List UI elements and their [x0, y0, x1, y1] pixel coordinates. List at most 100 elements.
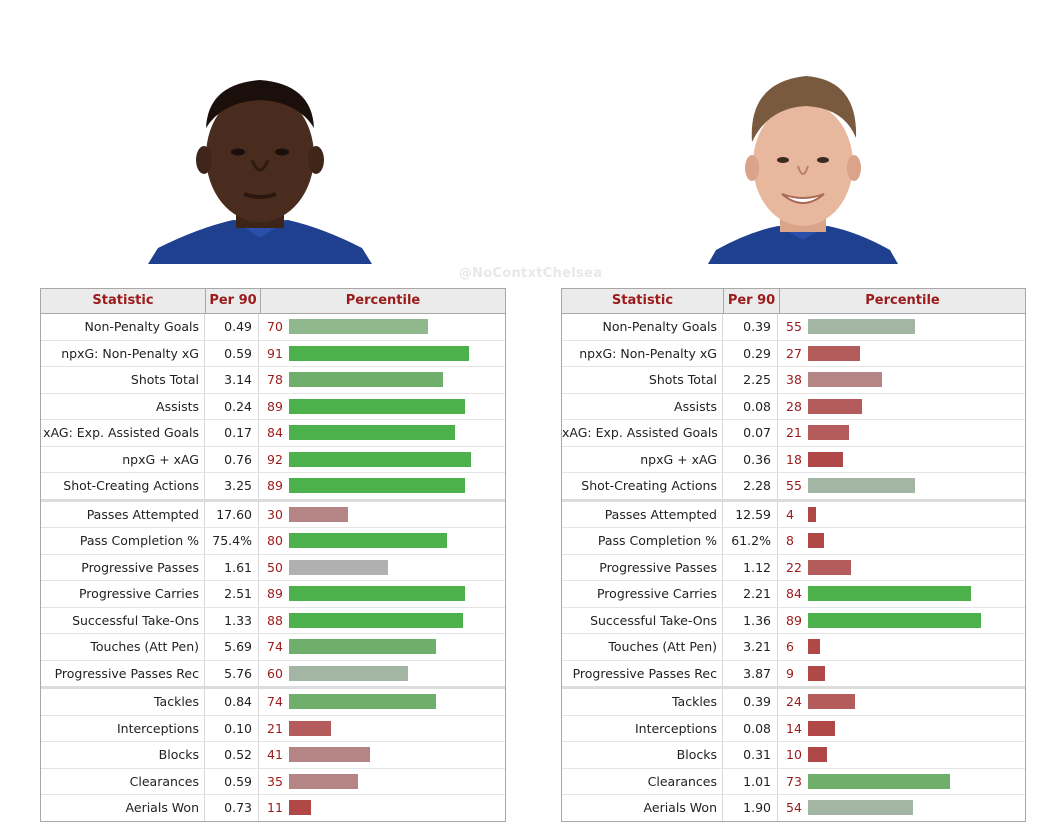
- percentile-cell: 84: [259, 420, 503, 446]
- table-row: Progressive Passes 1.12 22: [562, 554, 1025, 581]
- table-row: Pass Completion % 61.2% 8: [562, 528, 1025, 555]
- percentile-cell: 27: [778, 341, 1023, 367]
- player-left-photo: [148, 68, 372, 264]
- stat-name: Non-Penalty Goals: [562, 314, 723, 340]
- table-row: Tackles 0.39 24: [562, 689, 1025, 716]
- per90-value: 0.07: [723, 420, 778, 446]
- stat-name: Progressive Passes Rec: [41, 660, 205, 686]
- stat-name: Shots Total: [562, 367, 723, 393]
- per90-value: 1.33: [205, 607, 259, 633]
- percentile-cell: 89: [778, 608, 1023, 634]
- percentile-cell: 89: [259, 473, 503, 499]
- header-statistic: Statistic: [562, 289, 724, 313]
- stat-name: Shots Total: [41, 367, 205, 393]
- header-statistic: Statistic: [41, 289, 206, 313]
- stat-group: Passes Attempted 12.59 4 Pass Completion % 6…: [562, 501, 1025, 689]
- table-row: npxG: Non-Penalty xG 0.29 27: [562, 340, 1025, 367]
- percentile-bar: [289, 559, 388, 575]
- percentile-label: 92: [267, 451, 283, 467]
- per90-value: 0.08: [723, 715, 778, 741]
- stat-group: Passes Attempted 17.60 30 Pass Completion %…: [41, 501, 505, 689]
- stat-name: Aerials Won: [562, 795, 723, 821]
- header-per90: Per 90: [724, 289, 780, 313]
- per90-value: 0.10: [205, 715, 259, 741]
- table-row: Clearances 1.01 73: [562, 768, 1025, 795]
- percentile-bar: [289, 533, 448, 548]
- table-row: xAG: Exp. Assisted Goals 0.07 21: [562, 420, 1025, 447]
- per90-value: 0.76: [205, 446, 259, 472]
- table-row: Non-Penalty Goals 0.49 70: [41, 314, 505, 341]
- player-right-photo: [708, 68, 898, 264]
- percentile-label: 21: [786, 425, 802, 440]
- per90-value: 3.14: [205, 367, 259, 393]
- percentile-label: 9: [786, 665, 794, 681]
- percentile-label: 38: [786, 372, 802, 387]
- per90-value: 0.59: [205, 340, 259, 366]
- percentile-label: 88: [267, 612, 283, 628]
- table-row: npxG + xAG 0.36 18: [562, 446, 1025, 473]
- percentile-label: 89: [267, 586, 283, 601]
- percentile-label: 21: [267, 720, 283, 736]
- per90-value: 1.90: [723, 795, 778, 821]
- percentile-bar: [289, 665, 408, 681]
- per90-value: 2.21: [723, 581, 778, 607]
- stat-name: Shot-Creating Actions: [41, 473, 205, 499]
- percentile-label: 24: [786, 694, 802, 709]
- stat-name: Passes Attempted: [41, 501, 205, 527]
- percentile-cell: 89: [259, 394, 503, 420]
- per90-value: 2.25: [723, 367, 778, 393]
- percentile-cell: 22: [778, 555, 1023, 581]
- percentile-label: 30: [267, 506, 283, 522]
- percentile-bar: [289, 612, 464, 628]
- stat-name: Pass Completion %: [41, 528, 205, 554]
- percentile-label: 18: [786, 451, 802, 467]
- per90-value: 0.17: [205, 420, 259, 446]
- table-row: Interceptions 0.10 21: [41, 715, 505, 742]
- percentile-bar: [808, 747, 828, 762]
- percentile-cell: 60: [259, 661, 503, 687]
- percentile-bar: [289, 425, 456, 440]
- per90-value: 0.73: [205, 795, 259, 821]
- percentile-bar: [808, 425, 849, 440]
- percentile-bar: [808, 451, 843, 467]
- percentile-cell: 73: [778, 769, 1023, 795]
- table-header: Statistic Per 90 Percentile: [41, 289, 505, 314]
- stat-name: Tackles: [41, 689, 205, 715]
- percentile-label: 84: [267, 425, 283, 440]
- percentile-bar: [808, 345, 861, 361]
- percentile-cell: 18: [778, 447, 1023, 473]
- percentile-label: 73: [786, 773, 802, 789]
- stat-name: Touches (Att Pen): [41, 634, 205, 660]
- percentile-bar: [808, 398, 863, 414]
- percentile-bar: [808, 800, 913, 815]
- percentile-bar: [289, 478, 466, 493]
- percentile-bar: [289, 720, 331, 736]
- percentile-label: 89: [786, 612, 802, 628]
- table-row: npxG: Non-Penalty xG 0.59 91: [41, 340, 505, 367]
- table-header: Statistic Per 90 Percentile: [562, 289, 1025, 314]
- table-row: Touches (Att Pen) 5.69 74: [41, 634, 505, 661]
- percentile-cell: 92: [259, 447, 503, 473]
- stat-name: Interceptions: [41, 715, 205, 741]
- table-row: Aerials Won 1.90 54: [562, 795, 1025, 821]
- percentile-label: 10: [786, 747, 802, 762]
- table-row: Pass Completion % 75.4% 80: [41, 528, 505, 555]
- table-row: Touches (Att Pen) 3.21 6: [562, 634, 1025, 661]
- left-player-stats-table: Statistic Per 90 Percentile Non-Penalty Goa…: [40, 288, 506, 822]
- per90-value: 1.36: [723, 607, 778, 633]
- percentile-label: 14: [786, 720, 802, 736]
- percentile-bar: [808, 478, 915, 493]
- per90-value: 0.29: [723, 340, 778, 366]
- table-row: Assists 0.08 28: [562, 393, 1025, 420]
- per90-value: 3.87: [723, 660, 778, 686]
- table-row: Blocks 0.31 10: [562, 742, 1025, 769]
- percentile-bar: [808, 639, 820, 654]
- stat-name: Shot-Creating Actions: [562, 473, 723, 499]
- per90-value: 0.24: [205, 393, 259, 419]
- per90-value: 0.59: [205, 768, 259, 794]
- stat-name: Touches (Att Pen): [562, 634, 723, 660]
- percentile-bar: [808, 694, 855, 709]
- per90-value: 5.69: [205, 634, 259, 660]
- percentile-cell: 91: [259, 341, 503, 367]
- percentile-cell: 21: [259, 716, 503, 742]
